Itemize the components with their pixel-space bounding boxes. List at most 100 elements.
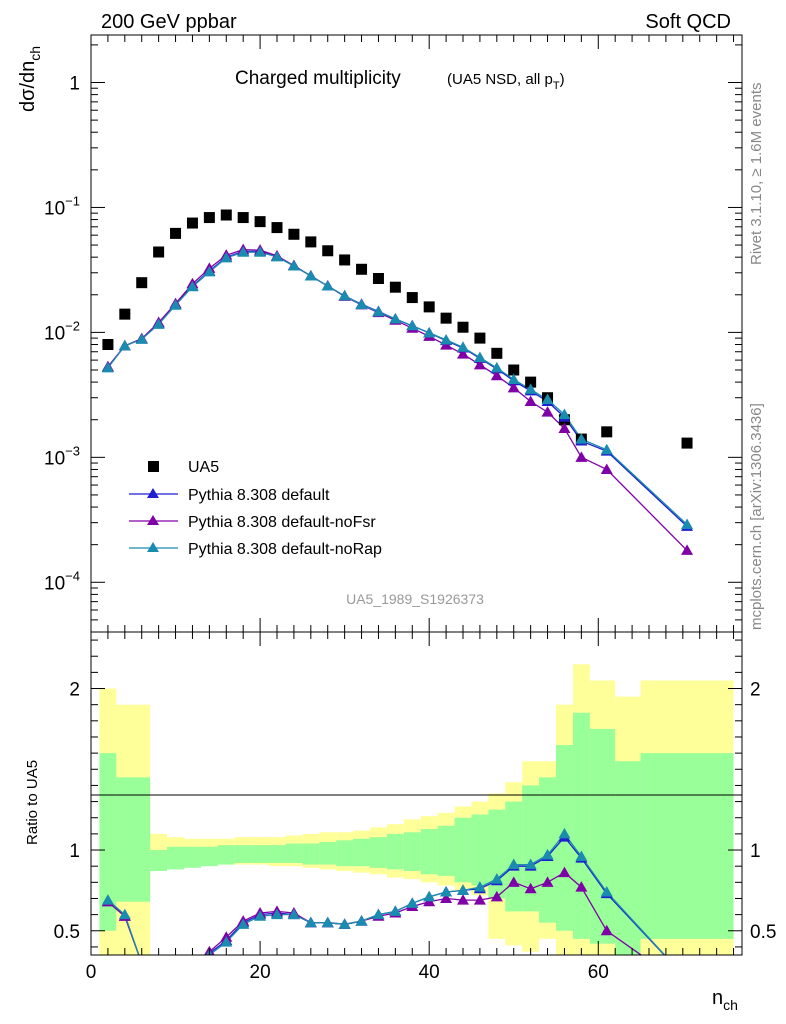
point-ua5	[153, 246, 165, 258]
ratio-point-pythia-8-308-default-norap	[118, 908, 131, 920]
header-left: 200 GeV ppbar	[101, 11, 237, 33]
point-pythia-8-308-default-norap	[135, 333, 148, 344]
point-pythia-8-308-default-norap	[406, 319, 419, 331]
uncertainty-band-inner	[200, 846, 218, 867]
uncertainty-band-inner	[522, 785, 540, 912]
main-y-tick-label: 10−1	[44, 193, 80, 219]
point-pythia-8-308-default-nofsr	[681, 544, 694, 555]
ratio-point-pythia-8-308-default-nofsr	[600, 924, 613, 936]
ratio-y-tick-label: 0.5	[54, 922, 80, 943]
ratio-point-pythia-8-308-default-norap	[440, 886, 453, 897]
ratio-point-pythia-8-308-default-nofsr	[440, 892, 453, 903]
point-pythia-8-308-default-norap	[507, 373, 520, 384]
ratio-point-pythia-8-308-default-norap	[541, 848, 554, 860]
point-ua5	[372, 272, 384, 284]
legend-label-ua5: UA5	[188, 459, 219, 476]
point-pythia-8-308-default-norap	[524, 383, 537, 394]
point-pythia-8-308-default-norap	[101, 361, 114, 373]
point-pythia-8-308-default-norap	[118, 339, 131, 351]
legend-label-nofsr: Pythia 8.308 default-noFsr	[188, 514, 376, 531]
point-ua5	[423, 301, 435, 313]
point-ua5	[170, 227, 182, 239]
legend: UA5 Pythia 8.308 default Pythia 8.308 de…	[129, 459, 382, 558]
legend-marker-default	[147, 488, 159, 498]
ratio-point-pythia-8-308-default-nofsr	[524, 882, 537, 894]
ratio-point-pythia-8-308-default-norap	[287, 908, 300, 920]
point-pythia-8-308-default-norap	[372, 305, 385, 317]
ratio-point-pythia-8-308-default-norap	[254, 910, 267, 921]
ratio-point-pythia-8-308-default-nofsr	[473, 894, 486, 905]
point-pythia-8-308-default-norap	[287, 259, 300, 271]
rivet-label: Rivet 3.1.10, ≥ 1.6M events	[748, 83, 765, 266]
uncertainty-band-inner	[403, 832, 421, 872]
point-pythia-8-308-default-norap	[321, 280, 334, 291]
point-pythia-8-308-default-norap	[440, 333, 453, 345]
point-ua5	[457, 321, 469, 333]
main-subtitle: (UA5 NSD, all pT)	[447, 71, 565, 92]
uncertainty-band-inner	[437, 825, 455, 876]
uncertainty-band-inner	[116, 777, 151, 902]
point-pythia-8-308-default-norap	[490, 361, 503, 373]
ratio-point-pythia-8-308-default-norap	[558, 827, 571, 839]
legend-label-default: Pythia 8.308 default	[188, 487, 330, 504]
ratio-y-tick-label-right: 2	[750, 680, 761, 701]
point-pythia-8-308-default-norap	[600, 443, 613, 455]
ratio-point-pythia-8-308-default-norap	[101, 894, 114, 905]
point-pythia-8-308-default-nofsr	[600, 463, 613, 474]
ratio-point-pythia-8-308-default-norap	[524, 858, 537, 870]
point-ua5	[339, 254, 351, 266]
uncertainty-band-inner	[184, 846, 201, 868]
point-ua5	[474, 332, 486, 344]
legend-marker-nofsr	[147, 515, 159, 525]
main-y-tick-label: 10−3	[44, 443, 80, 469]
point-pythia-8-308-default-norap	[473, 351, 486, 362]
point-pythia-8-308-default-nofsr	[490, 369, 503, 381]
uncertainty-band-inner	[150, 850, 168, 872]
ratio-point-pythia-8-308-default-norap	[355, 915, 368, 926]
uncertainty-band-inner	[370, 837, 387, 868]
x-tick-label: 0	[86, 962, 97, 983]
uncertainty-band-inner	[589, 728, 616, 944]
uncertainty-band-inner	[268, 845, 286, 863]
point-pythia-8-308-default-norap	[237, 246, 250, 257]
uncertainty-band-inner	[319, 841, 337, 865]
ratio-point-pythia-8-308-default-norap	[372, 908, 385, 920]
point-pythia-8-308-default-norap	[203, 265, 216, 277]
point-ua5	[271, 222, 283, 234]
x-tick-label: 20	[250, 962, 271, 983]
watermark: UA5_1989_S1926373	[346, 591, 484, 607]
ratio-point-pythia-8-308-default-nofsr	[575, 881, 588, 892]
ratio-point-pythia-8-308-default-norap	[490, 873, 503, 884]
point-pythia-8-308-default-nofsr	[558, 422, 571, 434]
ratio-y-tick-label-right: 0.5	[750, 922, 776, 943]
ratio-y-axis-label: Ratio to UA5	[24, 760, 41, 845]
x-tick-label: 60	[588, 962, 609, 983]
ratio-point-pythia-8-308-default-nofsr	[507, 876, 520, 887]
x-tick-label: 40	[419, 962, 440, 983]
ratio-point-pythia-8-308-default-norap	[457, 884, 469, 895]
point-ua5	[440, 312, 452, 324]
uncertainty-band-inner	[234, 845, 252, 863]
uncertainty-band-inner	[99, 753, 117, 931]
point-pythia-8-308-default-norap	[271, 250, 283, 262]
point-pythia-8-308-default-norap	[681, 518, 694, 530]
uncertainty-band-inner	[386, 833, 404, 870]
point-pythia-8-308-default-norap	[457, 341, 469, 352]
uncertainty-band-inner	[302, 843, 320, 865]
legend-label-norap: Pythia 8.308 default-noRap	[188, 541, 382, 558]
point-ua5	[186, 217, 198, 229]
point-ua5	[356, 263, 368, 275]
main-y-tick-label: 10−2	[44, 318, 80, 344]
main-title: Charged multiplicity	[235, 68, 401, 89]
ratio-point-pythia-8-308-default-norap	[600, 886, 613, 897]
ratio-point-pythia-8-308-default-norap	[389, 905, 402, 916]
uncertainty-band-inner	[420, 829, 438, 875]
point-ua5	[136, 277, 148, 289]
ratio-y-tick-label: 2	[69, 680, 80, 701]
point-pythia-8-308-default-norap	[575, 433, 588, 444]
legend-marker-norap	[147, 542, 159, 552]
point-pythia-8-308-default-norap	[389, 312, 402, 324]
point-ua5	[406, 292, 418, 304]
ratio-point-pythia-8-308-default-norap	[304, 916, 317, 928]
